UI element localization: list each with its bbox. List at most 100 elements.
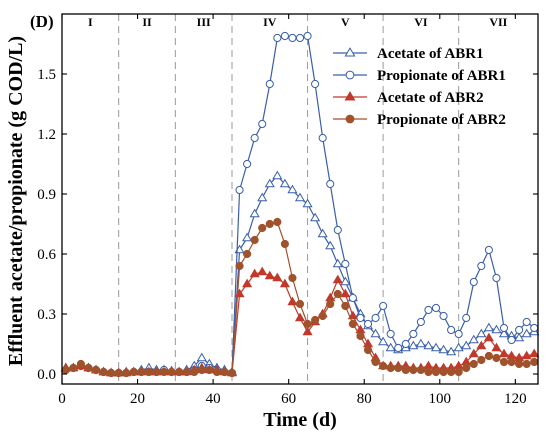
data-point [235, 185, 244, 195]
axis-ticks: 0 20 40 60 80 100 120 0.0 0.3 0.6 0.9 1.2 1.5 [37, 14, 538, 407]
data-point [344, 47, 356, 57]
x-tick-label: 40 [206, 391, 221, 407]
data-point [371, 357, 380, 367]
data-point [303, 319, 312, 329]
data-point [264, 270, 275, 280]
data-point [279, 278, 290, 288]
data-point [190, 367, 199, 377]
x-tick-label: 0 [58, 391, 66, 407]
y-tick-label: 1.2 [37, 127, 56, 143]
data-point [522, 317, 531, 327]
data-point [394, 363, 403, 373]
data-point [212, 367, 221, 377]
data-point [483, 322, 494, 332]
data-point [468, 348, 479, 358]
phase-label: III [197, 15, 211, 29]
data-point [257, 266, 268, 276]
data-point [454, 329, 463, 339]
data-point [462, 363, 471, 373]
data-point [341, 301, 350, 311]
data-point [491, 342, 502, 352]
y-axis-title: Effluent acetate/propionate (g COD/L) [5, 36, 27, 366]
data-point [235, 261, 244, 271]
data-point [408, 340, 419, 350]
data-point [114, 368, 123, 378]
data-point [386, 329, 395, 339]
data-point [340, 276, 351, 286]
data-point [159, 367, 169, 377]
legend-item: Acetate of ABR2 [333, 90, 484, 106]
data-point [280, 31, 289, 41]
data-point [492, 273, 501, 283]
data-point [409, 329, 418, 339]
data-point [107, 368, 116, 378]
data-point [318, 133, 327, 143]
data-point [196, 352, 207, 362]
data-point [370, 328, 381, 338]
series-1 [60, 170, 540, 377]
data-point [264, 178, 275, 188]
data-point [345, 114, 355, 124]
legend-item: Acetate of ABR1 [333, 46, 484, 62]
legend-label: Propionate of ABR1 [377, 68, 506, 84]
legend-label: Propionate of ABR2 [377, 112, 506, 128]
x-axis-title: Time (d) [263, 409, 337, 431]
data-point [242, 278, 253, 288]
data-point [515, 359, 524, 369]
data-point [295, 33, 305, 43]
data-point [499, 357, 509, 367]
data-point [483, 332, 494, 342]
data-point [423, 360, 434, 370]
data-point [499, 323, 509, 333]
legend-item: Propionate of ABR2 [333, 112, 506, 128]
data-point [280, 239, 289, 249]
data-point [242, 232, 253, 242]
data-point [477, 261, 486, 271]
data-point [371, 313, 380, 323]
data-point [356, 331, 365, 341]
series-line [65, 35, 535, 374]
data-point [424, 305, 433, 315]
data-point [272, 170, 283, 180]
data-point [197, 365, 206, 375]
data-point [447, 367, 456, 377]
data-point [243, 159, 252, 169]
data-point [258, 119, 267, 129]
phase-label: I [88, 15, 93, 29]
series-4 [61, 217, 539, 378]
data-point [243, 249, 252, 259]
data-point [265, 79, 274, 89]
data-point [249, 268, 260, 278]
data-point [439, 367, 448, 377]
data-point [507, 335, 516, 345]
series-line [65, 175, 535, 374]
data-point [137, 367, 146, 377]
data-point [430, 342, 442, 352]
y-tick-label: 0.9 [37, 187, 56, 203]
data-point [302, 198, 313, 208]
data-point [84, 363, 93, 373]
data-point [424, 367, 433, 377]
data-point [521, 328, 532, 338]
data-point [491, 324, 502, 334]
data-point [439, 311, 448, 321]
data-point [431, 303, 441, 313]
data-point [294, 312, 306, 322]
data-point [287, 296, 298, 306]
data-point [76, 359, 85, 369]
series-line [65, 221, 535, 374]
phase-label: II [142, 15, 152, 29]
data-point [363, 319, 373, 329]
data-point [332, 258, 343, 268]
data-point [175, 367, 184, 377]
data-point [498, 348, 510, 358]
data-point [227, 368, 237, 378]
phase-label: VI [414, 15, 428, 29]
data-point [462, 313, 471, 323]
data-point [303, 31, 312, 41]
data-point [415, 338, 426, 348]
data-point [122, 368, 131, 378]
data-point [401, 365, 410, 375]
legend-item: Propionate of ABR1 [333, 68, 506, 84]
